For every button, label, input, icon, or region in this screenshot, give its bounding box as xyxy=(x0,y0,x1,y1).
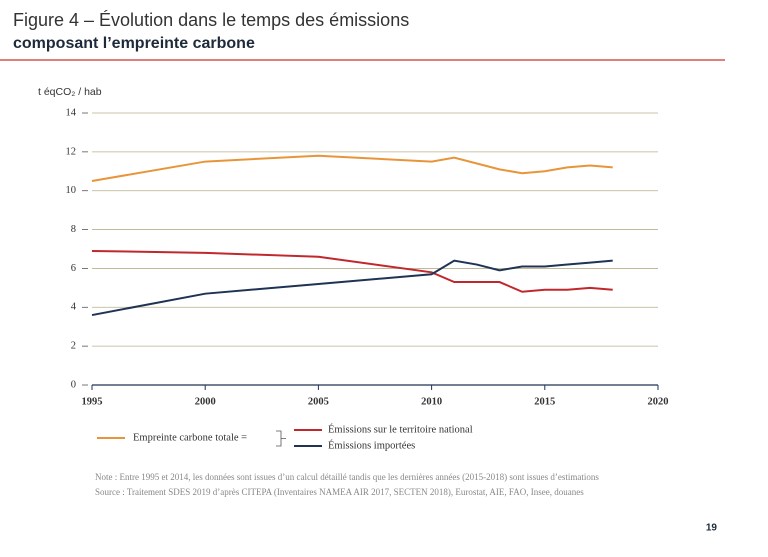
series-line xyxy=(91,259,613,317)
x-tick-label: 2020 xyxy=(648,396,669,407)
series-line xyxy=(91,154,613,182)
x-tick-label: 1995 xyxy=(82,396,103,407)
y-tick-label: 2 xyxy=(71,341,76,352)
y-tick-label: 0 xyxy=(71,379,76,390)
legend-label: Émissions sur le territoire national xyxy=(328,423,473,435)
y-tick-label: 6 xyxy=(71,263,76,274)
y-tick-label: 4 xyxy=(71,302,77,313)
y-tick-label: 8 xyxy=(71,224,76,235)
note: Note : Entre 1995 et 2014, les données s… xyxy=(95,472,599,482)
figure-title: Figure 4 – Évolution dans le temps des é… xyxy=(13,10,409,30)
y-tick-label: 14 xyxy=(66,107,77,118)
figure-subtitle: composant l’empreinte carbone xyxy=(13,35,255,52)
legend-bracket xyxy=(276,430,286,447)
note: Source : Traitement SDES 2019 d’après CI… xyxy=(95,487,584,497)
page-number: 19 xyxy=(706,523,718,534)
legend-label: Empreinte carbone totale = xyxy=(133,432,247,443)
x-tick-label: 2000 xyxy=(195,396,216,407)
series-line xyxy=(91,249,613,293)
x-tick-label: 2015 xyxy=(534,396,555,407)
y-tick-label: 10 xyxy=(66,185,77,196)
y-tick-label: 12 xyxy=(66,146,77,157)
x-tick-label: 2005 xyxy=(308,396,329,407)
y-axis-label: t éqCO₂ / hab xyxy=(38,86,102,98)
legend-label: Émissions importées xyxy=(328,439,415,451)
x-tick-label: 2010 xyxy=(421,396,442,407)
